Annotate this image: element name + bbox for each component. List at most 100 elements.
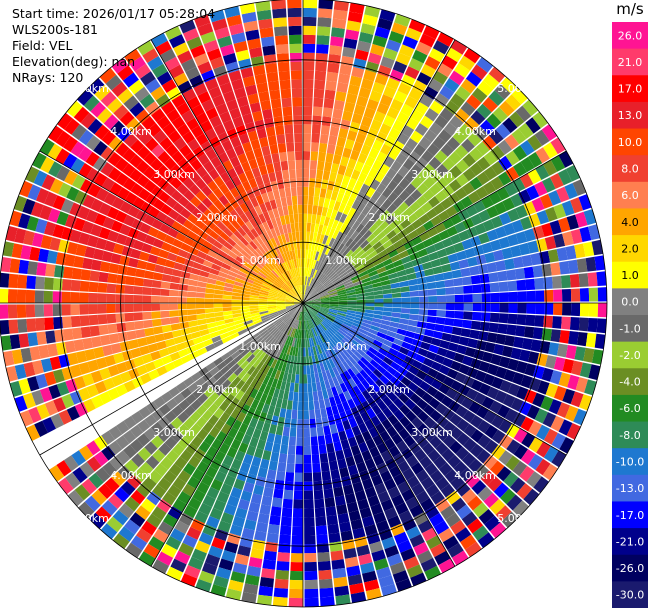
- velocity-gate: [516, 314, 527, 326]
- velocity-gate: [312, 346, 317, 356]
- velocity-gate: [62, 316, 72, 329]
- velocity-gate: [275, 198, 282, 208]
- velocity-gate: [278, 290, 287, 296]
- velocity-gate: [210, 215, 221, 226]
- velocity-gate: [72, 174, 86, 190]
- velocity-gate: [296, 428, 303, 438]
- velocity-gate: [453, 242, 465, 253]
- velocity-gate: [218, 328, 228, 335]
- velocity-gate: [185, 393, 197, 405]
- velocity-gate: [379, 163, 390, 176]
- velocity-gate: [470, 213, 483, 226]
- velocity-gate: [498, 419, 513, 434]
- velocity-gate: [80, 269, 91, 281]
- velocity-gate: [48, 465, 65, 482]
- velocity-gate: [297, 347, 301, 357]
- velocity-gate: [218, 462, 231, 475]
- velocity-gate: [79, 304, 89, 315]
- velocity-gate: [171, 116, 186, 130]
- velocity-gate: [194, 342, 205, 351]
- velocity-gate: [318, 372, 324, 382]
- velocity-gate: [320, 297, 330, 301]
- velocity-gate: [119, 341, 131, 352]
- velocity-gate: [539, 250, 551, 264]
- velocity-gate: [422, 335, 433, 344]
- colorbar-tick-label: 10.0: [618, 136, 643, 149]
- velocity-gate: [208, 86, 222, 99]
- velocity-gate: [271, 285, 280, 291]
- velocity-gate: [347, 574, 363, 586]
- velocity-gate: [303, 231, 307, 241]
- velocity-gate: [25, 304, 36, 318]
- velocity-gate: [261, 192, 270, 203]
- velocity-gate: [338, 293, 348, 298]
- velocity-gate: [304, 544, 317, 554]
- velocity-gate: [370, 343, 381, 352]
- velocity-gate: [433, 203, 445, 215]
- velocity-gate: [47, 343, 59, 357]
- velocity-gate: [280, 88, 292, 99]
- velocity-gate: [305, 347, 309, 357]
- velocity-gate: [129, 168, 143, 183]
- velocity-gate: [320, 307, 329, 312]
- velocity-gate: [136, 483, 152, 498]
- velocity-gate: [79, 461, 95, 478]
- velocity-gate: [249, 305, 259, 309]
- velocity-gate: [250, 345, 259, 354]
- velocity-gate: [224, 202, 235, 213]
- velocity-gate: [490, 239, 502, 252]
- velocity-gate: [261, 403, 270, 414]
- velocity-gate: [360, 273, 370, 281]
- velocity-gate: [374, 26, 390, 39]
- velocity-gate: [189, 411, 202, 423]
- velocity-gate: [83, 95, 100, 112]
- velocity-gate: [122, 430, 137, 444]
- velocity-gate: [319, 308, 329, 313]
- velocity-gate: [48, 125, 64, 143]
- velocity-gate: [432, 330, 443, 340]
- velocity-gate: [266, 469, 277, 480]
- velocity-gate: [380, 343, 391, 352]
- velocity-gate: [534, 408, 548, 424]
- velocity-gate: [437, 32, 454, 47]
- velocity-gate: [324, 282, 333, 289]
- velocity-gate: [490, 176, 504, 191]
- velocity-gate: [452, 130, 467, 145]
- velocity-gate: [474, 223, 487, 235]
- velocity-gate: [249, 417, 259, 429]
- velocity-gate: [517, 303, 527, 314]
- velocity-gate: [203, 387, 215, 398]
- velocity-gate: [347, 297, 357, 301]
- velocity-gate: [29, 346, 41, 361]
- velocity-gate: [397, 229, 408, 240]
- velocity-gate: [39, 138, 55, 156]
- velocity-gate: [16, 304, 27, 318]
- velocity-gate: [445, 490, 461, 505]
- velocity-gate: [107, 323, 118, 334]
- velocity-gate: [190, 423, 202, 435]
- velocity-gate: [420, 476, 435, 490]
- velocity-gate: [400, 234, 412, 245]
- velocity-gate: [316, 426, 324, 437]
- velocity-gate: [549, 220, 562, 235]
- velocity-gate: [318, 0, 334, 10]
- velocity-gate: [258, 305, 268, 308]
- plot-grid: [0, 0, 608, 608]
- velocity-gate: [190, 158, 203, 171]
- velocity-gate: [358, 345, 369, 354]
- velocity-gate: [23, 362, 36, 378]
- velocity-gate: [188, 350, 200, 360]
- velocity-gate: [344, 138, 355, 150]
- velocity-gate: [305, 286, 310, 295]
- velocity-gate: [565, 345, 577, 360]
- velocity-gate: [236, 96, 249, 108]
- velocity-gate: [72, 467, 88, 484]
- velocity-gate: [443, 325, 454, 334]
- velocity-gate: [88, 314, 99, 326]
- velocity-gate: [26, 318, 37, 332]
- velocity-gate: [227, 372, 238, 383]
- velocity-gate: [56, 381, 70, 396]
- velocity-gate: [359, 369, 369, 380]
- velocity-gate: [106, 313, 117, 324]
- velocity-gate: [307, 320, 312, 329]
